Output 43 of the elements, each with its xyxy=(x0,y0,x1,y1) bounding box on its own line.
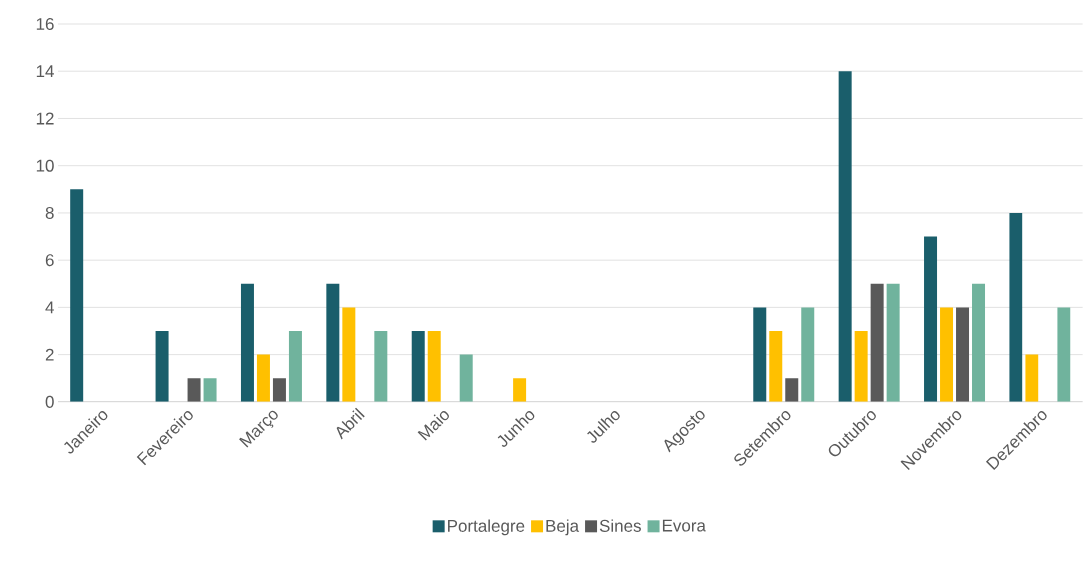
bar xyxy=(801,307,815,402)
y-tick-label: 0 xyxy=(45,395,54,408)
bar xyxy=(785,378,799,402)
bar xyxy=(155,331,169,402)
bar xyxy=(769,331,783,402)
bar xyxy=(342,307,356,402)
bar xyxy=(272,378,286,402)
bar xyxy=(70,189,84,402)
bar xyxy=(427,331,441,402)
bar xyxy=(870,283,884,402)
bar xyxy=(1025,354,1039,402)
bar xyxy=(513,378,527,402)
y-tick-label: 2 xyxy=(45,348,54,361)
bar xyxy=(1057,307,1071,402)
bar xyxy=(854,331,868,402)
y-tick-label: 8 xyxy=(45,207,54,220)
bar xyxy=(972,283,986,402)
y-tick-label: 10 xyxy=(36,159,54,172)
y-tick-label: 4 xyxy=(45,301,54,314)
bar xyxy=(374,331,388,402)
bar xyxy=(940,307,954,402)
bar xyxy=(187,378,201,402)
bar xyxy=(956,307,970,402)
bar xyxy=(288,331,302,402)
y-tick-label: 14 xyxy=(36,65,54,78)
bar xyxy=(256,354,270,402)
bar xyxy=(240,283,254,402)
bar xyxy=(203,378,217,402)
bar xyxy=(924,236,938,402)
bar xyxy=(459,354,473,402)
bar xyxy=(411,331,425,402)
bar xyxy=(886,283,900,402)
bar xyxy=(1009,213,1023,402)
y-tick-label: 16 xyxy=(36,18,54,31)
legend-label: Evora xyxy=(662,519,706,532)
y-tick-label: 12 xyxy=(36,112,54,125)
bar xyxy=(838,71,852,402)
bar xyxy=(326,283,340,402)
legend-label: Sines xyxy=(599,519,641,532)
y-tick-label: 6 xyxy=(45,254,54,267)
legend-label: Beja xyxy=(546,519,580,536)
legend-label: Portalegre xyxy=(448,519,525,536)
bar xyxy=(753,307,767,402)
